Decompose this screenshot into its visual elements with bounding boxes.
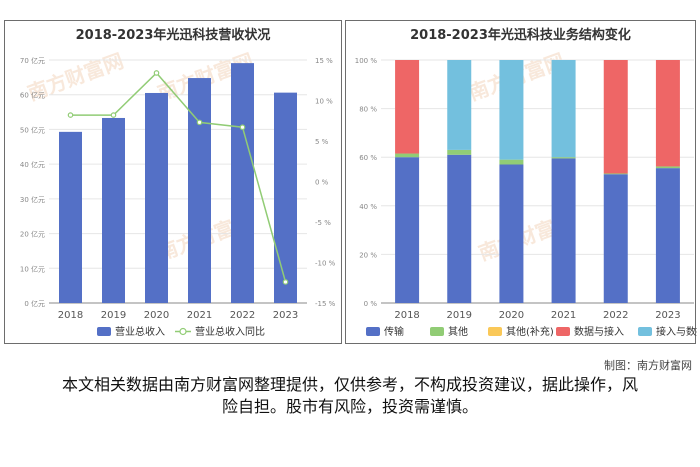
segment-other [395,153,420,158]
structure-chart-title: 2018-2023年光迅科技业务结构变化 [410,28,631,43]
y-axis-right-tick: 5 % [315,138,329,146]
revenue-bar [59,131,82,303]
revenue-bar [231,63,254,304]
revenue-chart-panel: 2018-2023年光迅科技营收状况 南方财富网 南方财富网 南方财富网 70 … [4,20,342,344]
structure-chart: 100 % 80 % 60 % 40 % 20 % 0 % 2018 2019 2020 2021… [355,57,697,338]
x-axis-tick: 2021 [551,310,576,321]
segment-transmission [395,157,420,303]
revenue-bar [274,92,297,303]
legend-line-marker [179,327,187,336]
revenue-bar [102,117,125,303]
y-axis-left-tick: 40 亿元 [20,160,45,169]
y-axis-right-tick: 10 % [315,98,333,106]
legend-swatch [556,327,570,336]
segment-access-data [499,60,524,160]
yoy-point [282,279,289,285]
y-axis-left-tick: 10 亿元 [20,264,45,273]
x-axis-tick: 2019 [101,310,126,321]
segment-transmission [655,168,680,303]
y-axis-tick: 100 % [355,57,378,65]
segment-data-access [395,60,420,154]
x-axis-tick: 2022 [230,310,255,321]
segment-transmission [603,174,628,303]
chart-credit: 制图：南方财富网 [604,359,692,372]
y-axis-left-tick: 0 亿元 [24,299,45,308]
segment-access-data [551,60,576,158]
y-axis-right-tick: -15 % [315,300,336,308]
x-axis-tick: 2018 [394,310,419,321]
y-axis-left-tick: 20 亿元 [20,230,45,239]
segment-data-access [655,60,680,167]
y-axis-tick: 0 % [364,300,378,308]
disclaimer-text: 本文相关数据由南方财富网整理提供，仅供参考，不构成投资建议，据此操作，风险自担。… [61,375,638,416]
legend-line-label: 营业总收入同比 [195,325,265,338]
legend-swatch [488,327,502,336]
revenue-bar [145,92,168,303]
y-axis-tick: 40 % [359,203,377,211]
x-axis-tick: 2023 [273,310,298,321]
y-axis-left-tick: 30 亿元 [20,195,45,204]
y-axis-right-tick: 15 % [315,57,333,65]
legend-label: 接入与数据 [656,325,697,338]
yoy-line [70,71,287,283]
y-axis-right-tick: -10 % [315,260,336,268]
segment-transmission [551,158,576,303]
y-axis-tick: 20 % [359,251,377,259]
segment-transmission [447,154,472,303]
x-axis-tick: 2020 [144,310,169,321]
yoy-point [110,112,117,118]
y-axis-left-tick: 50 亿元 [20,125,45,134]
x-axis-tick: 2018 [58,310,83,321]
y-axis-tick: 80 % [359,106,377,114]
revenue-bar [188,78,211,304]
segment-transmission [499,164,524,303]
segment-data-access [603,60,628,174]
legend-label: 数据与接入 [574,325,624,338]
segment-other [603,173,628,175]
legend-swatch [638,327,652,336]
y-axis-left-tick: 70 亿元 [20,56,45,65]
legend-swatch [430,327,444,336]
legend-label: 其他 [448,325,468,338]
y-axis-tick: 60 % [359,154,377,162]
legend-bar-label: 营业总收入 [115,325,165,338]
yoy-point [239,124,246,131]
y-axis-right-tick: 0 % [315,179,329,187]
x-axis-tick: 2022 [603,310,628,321]
revenue-chart-title: 2018-2023年光迅科技营收状况 [75,28,271,43]
x-axis-tick: 2021 [187,310,212,321]
x-axis-tick: 2020 [499,310,524,321]
segment-access-data [447,60,472,150]
segment-other [655,166,680,169]
x-axis-tick: 2023 [655,310,680,321]
legend-swatch [366,327,380,336]
revenue-chart: 70 亿元 60 亿元 50 亿元 40 亿元 30 亿元 20 亿元 10 亿元 0 亿元 1… [20,56,336,338]
segment-other [447,149,472,155]
structure-chart-panel: 2018-2023年光迅科技业务结构变化 南方财富网 南方财富网 100 %80… [345,20,697,344]
legend-label: 其他(补充) [506,325,554,338]
segment-other [551,157,576,159]
y-axis-right-tick: -5 % [315,219,331,227]
legend-bar-swatch [97,327,111,336]
x-axis-tick: 2019 [447,310,472,321]
segment-other [499,159,524,165]
yoy-point [153,70,160,76]
y-axis-left-tick: 60 亿元 [20,91,45,100]
yoy-point [196,119,203,126]
yoy-point [67,112,74,118]
legend-label: 传输 [384,325,404,338]
